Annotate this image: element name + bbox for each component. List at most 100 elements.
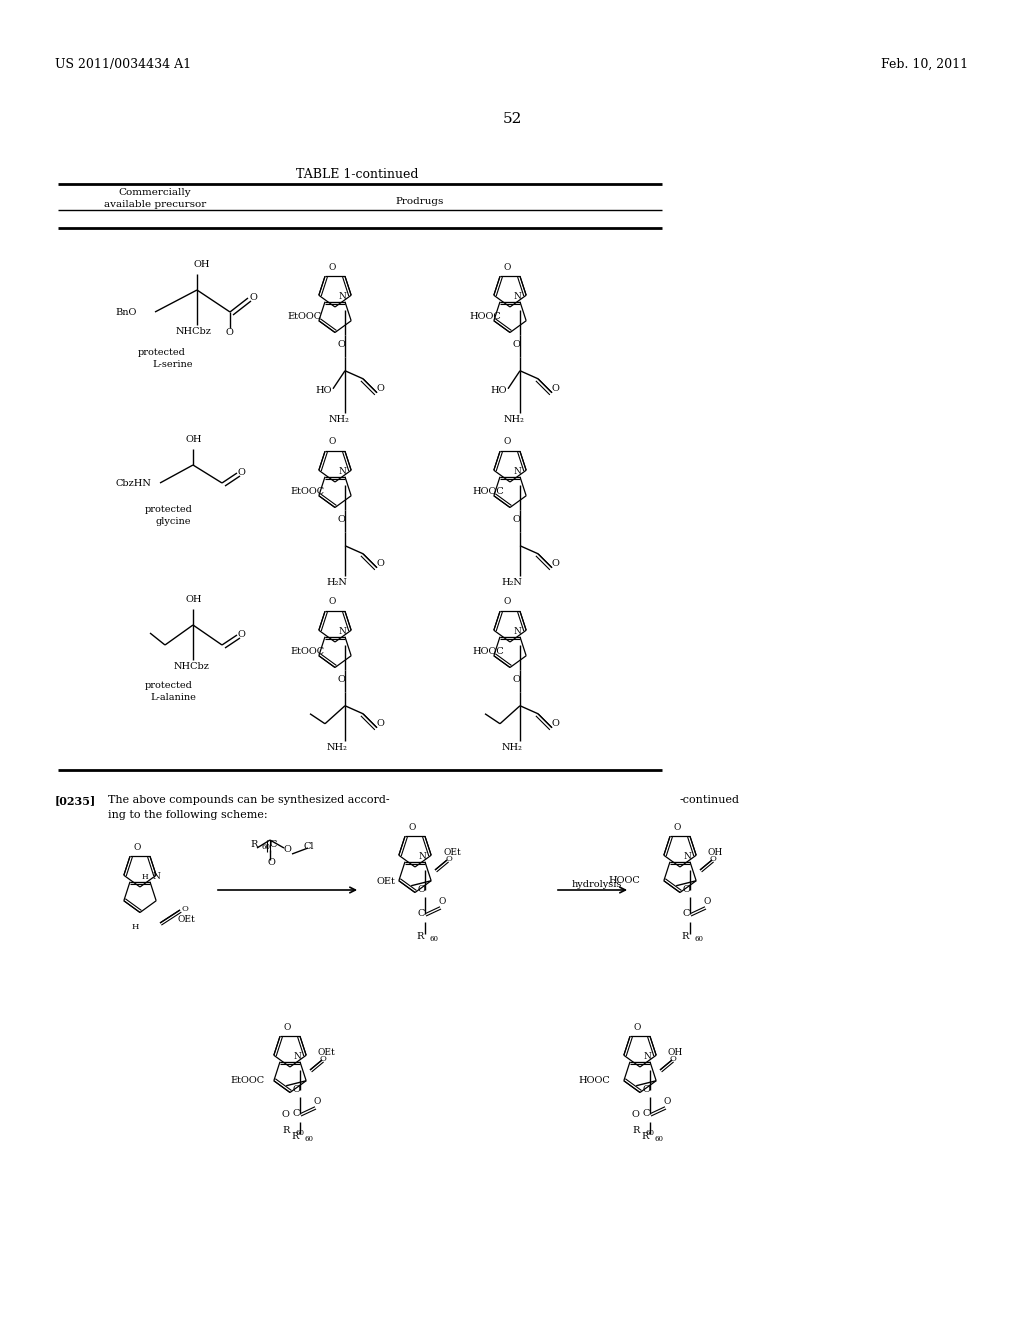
Text: O: O xyxy=(284,1023,291,1031)
Text: H: H xyxy=(132,923,139,931)
Text: O: O xyxy=(337,515,345,524)
Text: O: O xyxy=(319,1055,327,1063)
Text: glycine: glycine xyxy=(155,517,190,525)
Text: C: C xyxy=(270,840,278,849)
Text: N: N xyxy=(338,292,346,301)
Text: HOOC: HOOC xyxy=(469,313,501,321)
Text: N: N xyxy=(338,627,346,636)
Text: EtOOC: EtOOC xyxy=(290,487,325,496)
Text: HOOC: HOOC xyxy=(608,876,640,884)
Text: R: R xyxy=(291,1131,299,1140)
Text: O: O xyxy=(633,1023,641,1031)
Text: NH₂: NH₂ xyxy=(502,743,522,752)
Text: O: O xyxy=(238,469,246,477)
Text: O: O xyxy=(664,1097,672,1106)
Text: O: O xyxy=(512,515,520,524)
Text: HOOC: HOOC xyxy=(472,647,504,656)
Text: Feb. 10, 2011: Feb. 10, 2011 xyxy=(881,58,968,71)
Text: Prodrugs: Prodrugs xyxy=(396,197,444,206)
Text: R: R xyxy=(632,1126,640,1135)
Text: O: O xyxy=(710,855,717,863)
Text: O: O xyxy=(282,1110,290,1119)
Text: N: N xyxy=(418,853,426,861)
Text: N: N xyxy=(293,1052,301,1061)
Text: C: C xyxy=(682,909,690,919)
Text: O: O xyxy=(682,886,690,894)
Text: O: O xyxy=(504,598,511,606)
Text: NHCbz: NHCbz xyxy=(176,327,212,337)
Text: [0235]: [0235] xyxy=(55,795,96,807)
Text: H₂N: H₂N xyxy=(502,578,522,587)
Text: 60: 60 xyxy=(655,1135,664,1143)
Text: HOOC: HOOC xyxy=(578,1076,609,1085)
Text: OH: OH xyxy=(668,1048,683,1057)
Text: 60: 60 xyxy=(430,935,439,942)
Text: R: R xyxy=(250,840,257,849)
Text: O: O xyxy=(182,906,188,913)
Text: hydrolysis: hydrolysis xyxy=(572,880,623,888)
Text: protected: protected xyxy=(145,681,193,690)
Text: OEt: OEt xyxy=(443,847,461,857)
Text: O: O xyxy=(226,327,233,337)
Text: O: O xyxy=(377,384,385,393)
Text: O: O xyxy=(249,293,257,302)
Text: O: O xyxy=(512,676,520,684)
Text: OH: OH xyxy=(708,847,723,857)
Text: O: O xyxy=(329,437,336,446)
Text: 60: 60 xyxy=(305,1135,314,1143)
Text: protected: protected xyxy=(145,506,193,513)
Text: R: R xyxy=(681,932,689,941)
Text: O: O xyxy=(377,560,385,568)
Text: N: N xyxy=(513,292,521,301)
Text: 60: 60 xyxy=(646,1129,655,1137)
Text: O: O xyxy=(337,676,345,684)
Text: O: O xyxy=(329,598,336,606)
Text: N: N xyxy=(152,873,160,882)
Text: O: O xyxy=(267,858,274,867)
Text: O: O xyxy=(445,855,452,863)
Text: N: N xyxy=(513,467,521,477)
Text: CbzHN: CbzHN xyxy=(115,479,151,488)
Text: C: C xyxy=(418,909,425,919)
Text: C: C xyxy=(292,1109,300,1118)
Text: -continued: -continued xyxy=(680,795,740,805)
Text: O: O xyxy=(703,898,712,907)
Text: O: O xyxy=(674,822,681,832)
Text: O: O xyxy=(314,1097,322,1106)
Text: NH₂: NH₂ xyxy=(504,414,524,424)
Text: O: O xyxy=(133,842,140,851)
Text: O: O xyxy=(238,630,246,639)
Text: O: O xyxy=(337,341,345,350)
Text: EtOOC: EtOOC xyxy=(290,647,325,656)
Text: R: R xyxy=(641,1131,648,1140)
Text: 60: 60 xyxy=(695,935,703,942)
Text: NH₂: NH₂ xyxy=(327,743,347,752)
Text: N: N xyxy=(643,1052,651,1061)
Text: O: O xyxy=(504,437,511,446)
Text: Commercially: Commercially xyxy=(119,187,191,197)
Text: O: O xyxy=(552,560,560,568)
Text: The above compounds can be synthesized accord-: The above compounds can be synthesized a… xyxy=(108,795,389,805)
Text: N: N xyxy=(513,627,521,636)
Text: HOOC: HOOC xyxy=(472,487,504,496)
Text: O: O xyxy=(552,719,560,729)
Text: O: O xyxy=(552,384,560,393)
Text: protected: protected xyxy=(138,348,186,356)
Text: O: O xyxy=(377,719,385,729)
Text: Cl: Cl xyxy=(304,842,314,851)
Text: available precursor: available precursor xyxy=(103,201,206,209)
Text: N: N xyxy=(683,853,691,861)
Text: O: O xyxy=(670,1055,677,1063)
Text: OH: OH xyxy=(185,595,202,605)
Text: OH: OH xyxy=(185,436,202,444)
Text: HO: HO xyxy=(315,387,332,395)
Text: O: O xyxy=(283,845,291,854)
Text: R: R xyxy=(283,1126,290,1135)
Text: 60: 60 xyxy=(296,1129,305,1137)
Text: O: O xyxy=(439,898,446,907)
Text: C: C xyxy=(642,1109,649,1118)
Text: R: R xyxy=(417,932,424,941)
Text: OEt: OEt xyxy=(318,1048,336,1057)
Text: OH: OH xyxy=(193,260,210,269)
Text: US 2011/0034434 A1: US 2011/0034434 A1 xyxy=(55,58,191,71)
